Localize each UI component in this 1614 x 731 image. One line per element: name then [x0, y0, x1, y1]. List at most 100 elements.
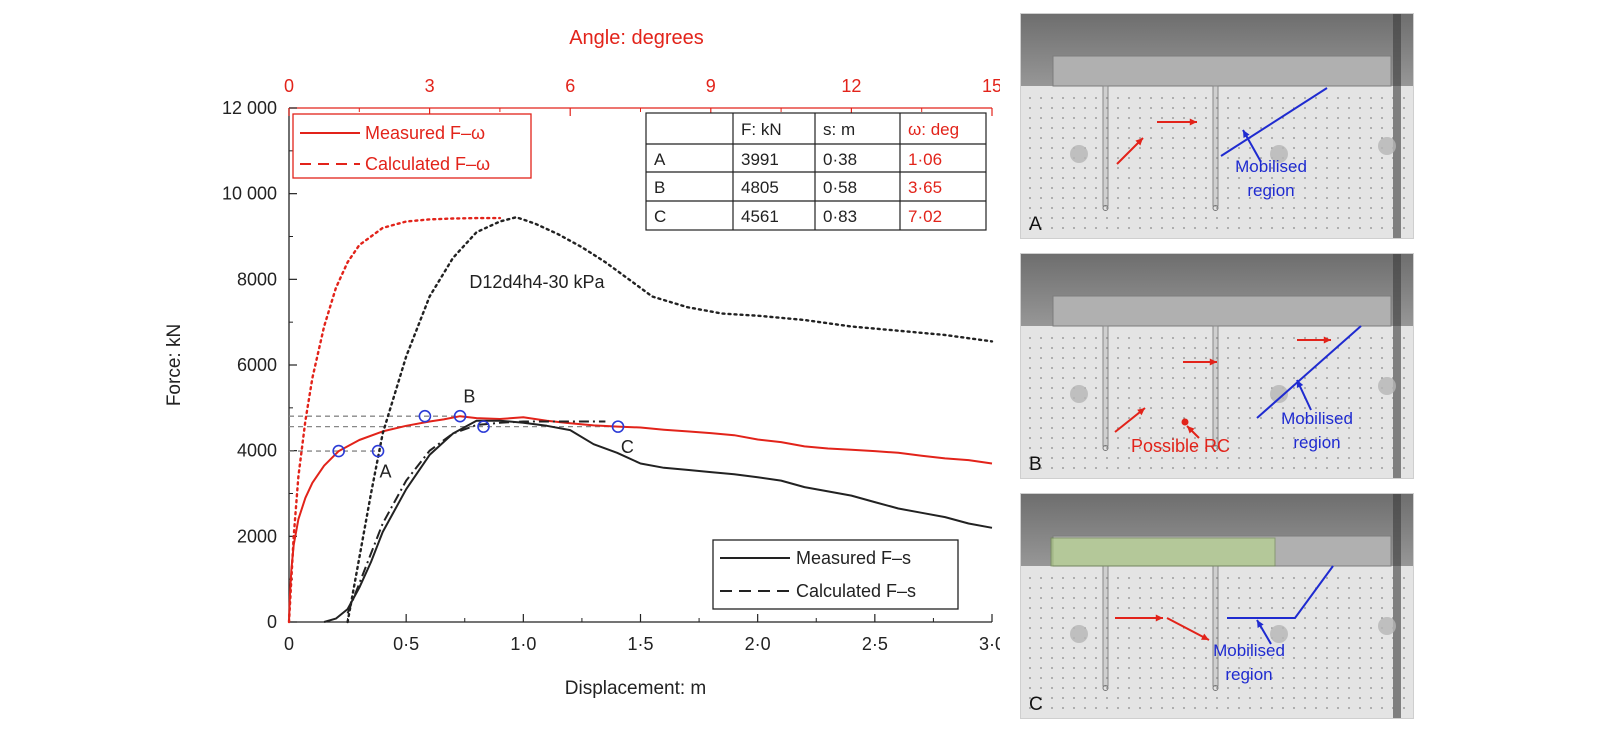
top-tick-label: 9: [706, 76, 716, 96]
point-label: A: [380, 462, 392, 482]
panel-letter: B: [1029, 454, 1042, 475]
soil-marker: [1070, 385, 1088, 403]
series-line-2: [323, 419, 993, 623]
series-line-4: [346, 215, 994, 624]
table-cell: B: [654, 178, 665, 197]
series-line-0: [288, 415, 993, 623]
legend-angle-label: Measured F–ω: [365, 123, 485, 143]
top-tick-label: 12: [841, 76, 861, 96]
x-tick-label: 1·0: [510, 634, 536, 654]
soil-flow-arrow-head: [1323, 336, 1331, 344]
legend-angle: Measured F–ω Calculated F–ω: [292, 113, 532, 179]
x-tick-label: 3·0: [979, 634, 1000, 654]
soil-marker: [1070, 145, 1088, 163]
table-cell: 7·02: [908, 207, 942, 226]
caisson-cap: [1052, 295, 1392, 327]
y-tick-label: 6000: [237, 355, 277, 375]
y-tick-label: 4000: [237, 441, 277, 461]
rc-label: Possible RC: [1131, 436, 1230, 456]
top-tick-label: 6: [565, 76, 575, 96]
table-cell: C: [654, 207, 666, 226]
summary-table: F: kN s: m ω: deg A 3991 0·38 1·06 B 4805 0·58 3·6…: [645, 112, 987, 231]
region-pointer-head: [1296, 380, 1304, 388]
vector-field: [1029, 97, 1405, 229]
soil-flow-arrow-head: [1155, 614, 1163, 622]
soil-flow-arrow-head: [1189, 118, 1197, 126]
top-tick-label: 15: [982, 76, 1000, 96]
piv-image: Possible RC Mobilised region B: [1021, 254, 1413, 478]
legend-angle-box: [292, 113, 532, 179]
legend-disp-label: Measured F–s: [796, 548, 911, 568]
panel-post: [1393, 494, 1401, 718]
caisson-highlight: [1050, 537, 1276, 567]
region-pointer-head: [1257, 620, 1264, 628]
y-tick-label: 10 000: [222, 184, 277, 204]
piv-panel-b: Possible RC Mobilised region B: [1020, 253, 1414, 479]
y-tick-label: 2000: [237, 526, 277, 546]
table-cell: 0·38: [823, 150, 857, 169]
region-label: region: [1247, 181, 1294, 200]
force-displacement-chart: 0 0·5 1·0 1·5 2·0 2·5 3·0 0 2000 4000 6000 8000 10 0…: [164, 27, 1000, 699]
region-pointer-head: [1243, 130, 1250, 138]
table-cell: A: [654, 150, 666, 169]
failure-boundary: [1227, 565, 1334, 619]
soil-marker: [1378, 137, 1396, 155]
soil-flow-arrow-head: [1137, 408, 1145, 416]
piv-image: Mobilised region A: [1021, 14, 1413, 238]
table-cell: 3·65: [908, 178, 942, 197]
point-marker: [332, 444, 345, 458]
table-cell: 4805: [741, 178, 779, 197]
legend-displacement: Measured F–s Calculated F–s: [712, 539, 959, 610]
table-header: ω: deg: [908, 120, 959, 139]
panel-letter: C: [1029, 694, 1043, 715]
soil-marker: [1270, 145, 1288, 163]
y-axis-title: Force: kN: [164, 324, 185, 406]
series-line-3: [346, 420, 606, 614]
panel-post: [1393, 254, 1401, 478]
rc-point: [1181, 418, 1189, 426]
region-label: region: [1225, 665, 1272, 684]
x-tick-label: 1·5: [627, 634, 653, 654]
soil-flow-arrow: [1166, 617, 1210, 641]
soil-flow-arrow-head: [1209, 358, 1217, 366]
y-tick-label: 0: [267, 612, 277, 632]
table-cell: 0·83: [823, 207, 857, 226]
region-label: Mobilised: [1235, 157, 1307, 176]
region-label: region: [1293, 433, 1340, 452]
x-axis-title: Displacement: m: [565, 678, 707, 699]
x-tick-label: 0: [284, 634, 294, 654]
legend-disp-label: Calculated F–s: [796, 581, 916, 601]
x-tick-label: 2·0: [745, 634, 771, 654]
region-label: Mobilised: [1213, 641, 1285, 660]
legend-angle-label: Calculated F–ω: [365, 154, 490, 174]
point-label: B: [463, 386, 475, 406]
top-axis-title: Angle: degrees: [569, 27, 704, 49]
table-cell: 0·58: [823, 178, 857, 197]
point-marker: [453, 409, 467, 423]
series-line-1: [287, 216, 502, 624]
failure-boundary: [1256, 325, 1362, 419]
table-header: s: m: [823, 120, 855, 139]
soil-flow-arrow-head: [1201, 633, 1209, 640]
x-tick-label: 0·5: [393, 634, 419, 654]
y-tick-label: 8000: [237, 269, 277, 289]
top-tick-label: 3: [425, 76, 435, 96]
soil-marker: [1378, 617, 1396, 635]
panel-letter: A: [1029, 214, 1042, 235]
x-tick-label: 2·5: [862, 634, 888, 654]
table-header: F: kN: [741, 120, 782, 139]
table-cell: 3991: [741, 150, 779, 169]
point-marker: [477, 420, 490, 433]
point-marker: [371, 444, 385, 458]
point-marker: [418, 409, 432, 423]
y-tick-label: 12 000: [222, 98, 277, 118]
top-tick-label: 0: [284, 76, 294, 96]
piv-panel-c: Mobilised region C: [1020, 493, 1414, 719]
table-cell: 1·06: [908, 150, 942, 169]
failure-boundary: [1220, 87, 1328, 157]
soil-marker: [1070, 625, 1088, 643]
panel-post: [1393, 14, 1401, 238]
soil-marker: [1270, 625, 1288, 643]
series-annotation: D12d4h4-30 kPa: [469, 272, 605, 292]
region-label: Mobilised: [1281, 409, 1353, 428]
